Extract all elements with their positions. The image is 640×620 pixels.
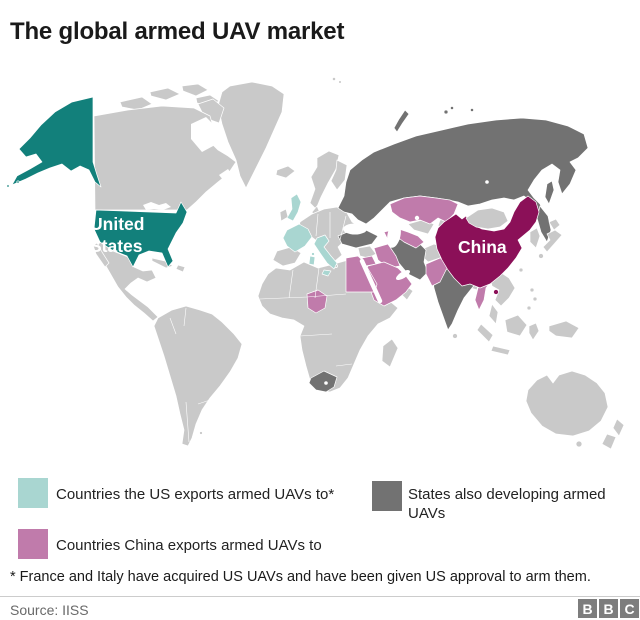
internal-borders — [125, 212, 353, 443]
country-south-africa — [308, 370, 338, 393]
footnote: * France and Italy have acquired US UAVs… — [10, 569, 591, 585]
island-svalbard — [332, 77, 336, 81]
world-map-svg: United States China — [6, 77, 625, 450]
landmass-east-asia — [465, 207, 563, 273]
legend-label-developing: States also developing armed UAVs — [408, 486, 606, 522]
region-korea — [529, 227, 541, 249]
country-united-kingdom — [286, 193, 302, 222]
island-new-guinea — [548, 320, 580, 339]
country-china — [434, 195, 540, 295]
country-france — [282, 223, 313, 253]
great-lakes — [143, 202, 171, 210]
country-new-zealand — [612, 418, 625, 437]
region-contiguous-us — [93, 201, 188, 268]
country-egypt — [345, 255, 378, 293]
world-map: United States China — [0, 72, 640, 464]
island-madagascar — [381, 338, 399, 368]
black-sea — [343, 223, 367, 235]
country-australia — [525, 370, 609, 437]
region-scandinavia — [309, 150, 340, 210]
island-sicily — [321, 269, 332, 277]
country-italy — [313, 234, 338, 270]
country-mexico-central-america — [95, 241, 159, 322]
island-iceland — [275, 165, 296, 179]
source-credit: Source: IISS — [10, 602, 89, 618]
water-bodies — [143, 117, 489, 385]
lake-baikal — [485, 180, 489, 184]
baja-peninsula — [92, 242, 110, 268]
legend-label-china-export: Countries China exports armed UAVs to — [56, 537, 322, 554]
legend-swatch-us-export — [18, 478, 48, 508]
country-finland — [330, 159, 348, 191]
countries-us-exports-to — [282, 193, 338, 277]
island-hainan — [493, 289, 499, 295]
bbc-logo: B B C — [578, 599, 639, 618]
page-title: The global armed UAV market — [10, 18, 345, 45]
legend-swatch-china-export — [18, 529, 48, 559]
persian-gulf — [396, 269, 410, 281]
island-sardinia — [308, 255, 316, 266]
country-mongolia — [465, 207, 509, 230]
gulf-st-lawrence — [219, 169, 233, 181]
island-tasmania — [575, 440, 583, 448]
label-china: China — [458, 237, 507, 257]
island-borneo — [504, 314, 528, 337]
red-sea — [359, 258, 383, 304]
island-sulawesi — [528, 322, 540, 341]
map-labels: United States China — [90, 214, 507, 257]
island-hokkaido — [548, 218, 561, 231]
island-honshu — [542, 229, 563, 253]
hudson-bay — [191, 117, 217, 152]
island-philippines — [529, 287, 535, 293]
canada-arctic-island — [119, 96, 153, 111]
island-falklands — [199, 431, 203, 435]
region-malay-peninsula — [488, 303, 499, 325]
country-ireland — [279, 208, 289, 222]
continent-south-america — [153, 305, 243, 447]
island-hispaniola — [175, 264, 186, 273]
bbc-logo-block: C — [620, 599, 639, 618]
legend-label-us-export: Countries the US exports armed UAVs to* — [56, 486, 335, 503]
island-sakhalin — [544, 180, 555, 205]
region-levant — [357, 245, 377, 259]
country-united-states — [6, 96, 188, 268]
island-sumatra — [476, 323, 494, 343]
region-indochina — [489, 271, 516, 307]
island-novaya-zemlya — [393, 109, 410, 133]
country-uzbekistan — [407, 219, 435, 235]
island-corsica — [311, 252, 315, 256]
bbc-logo-block: B — [578, 599, 597, 618]
divider-line — [0, 596, 640, 597]
caspian-sea — [387, 222, 401, 248]
legend-swatch-developing — [372, 481, 402, 511]
country-russia — [337, 117, 589, 225]
lesotho — [324, 381, 328, 385]
label-united-states-line2: States — [90, 236, 143, 256]
island-kyushu — [538, 253, 544, 259]
island-sri-lanka — [452, 333, 458, 339]
bbc-logo-block: B — [599, 599, 618, 618]
region-alaska — [11, 96, 102, 188]
island-taiwan — [518, 267, 524, 273]
island-java — [490, 345, 511, 356]
aral-sea — [414, 215, 420, 221]
label-united-states-line1: United — [90, 214, 144, 234]
